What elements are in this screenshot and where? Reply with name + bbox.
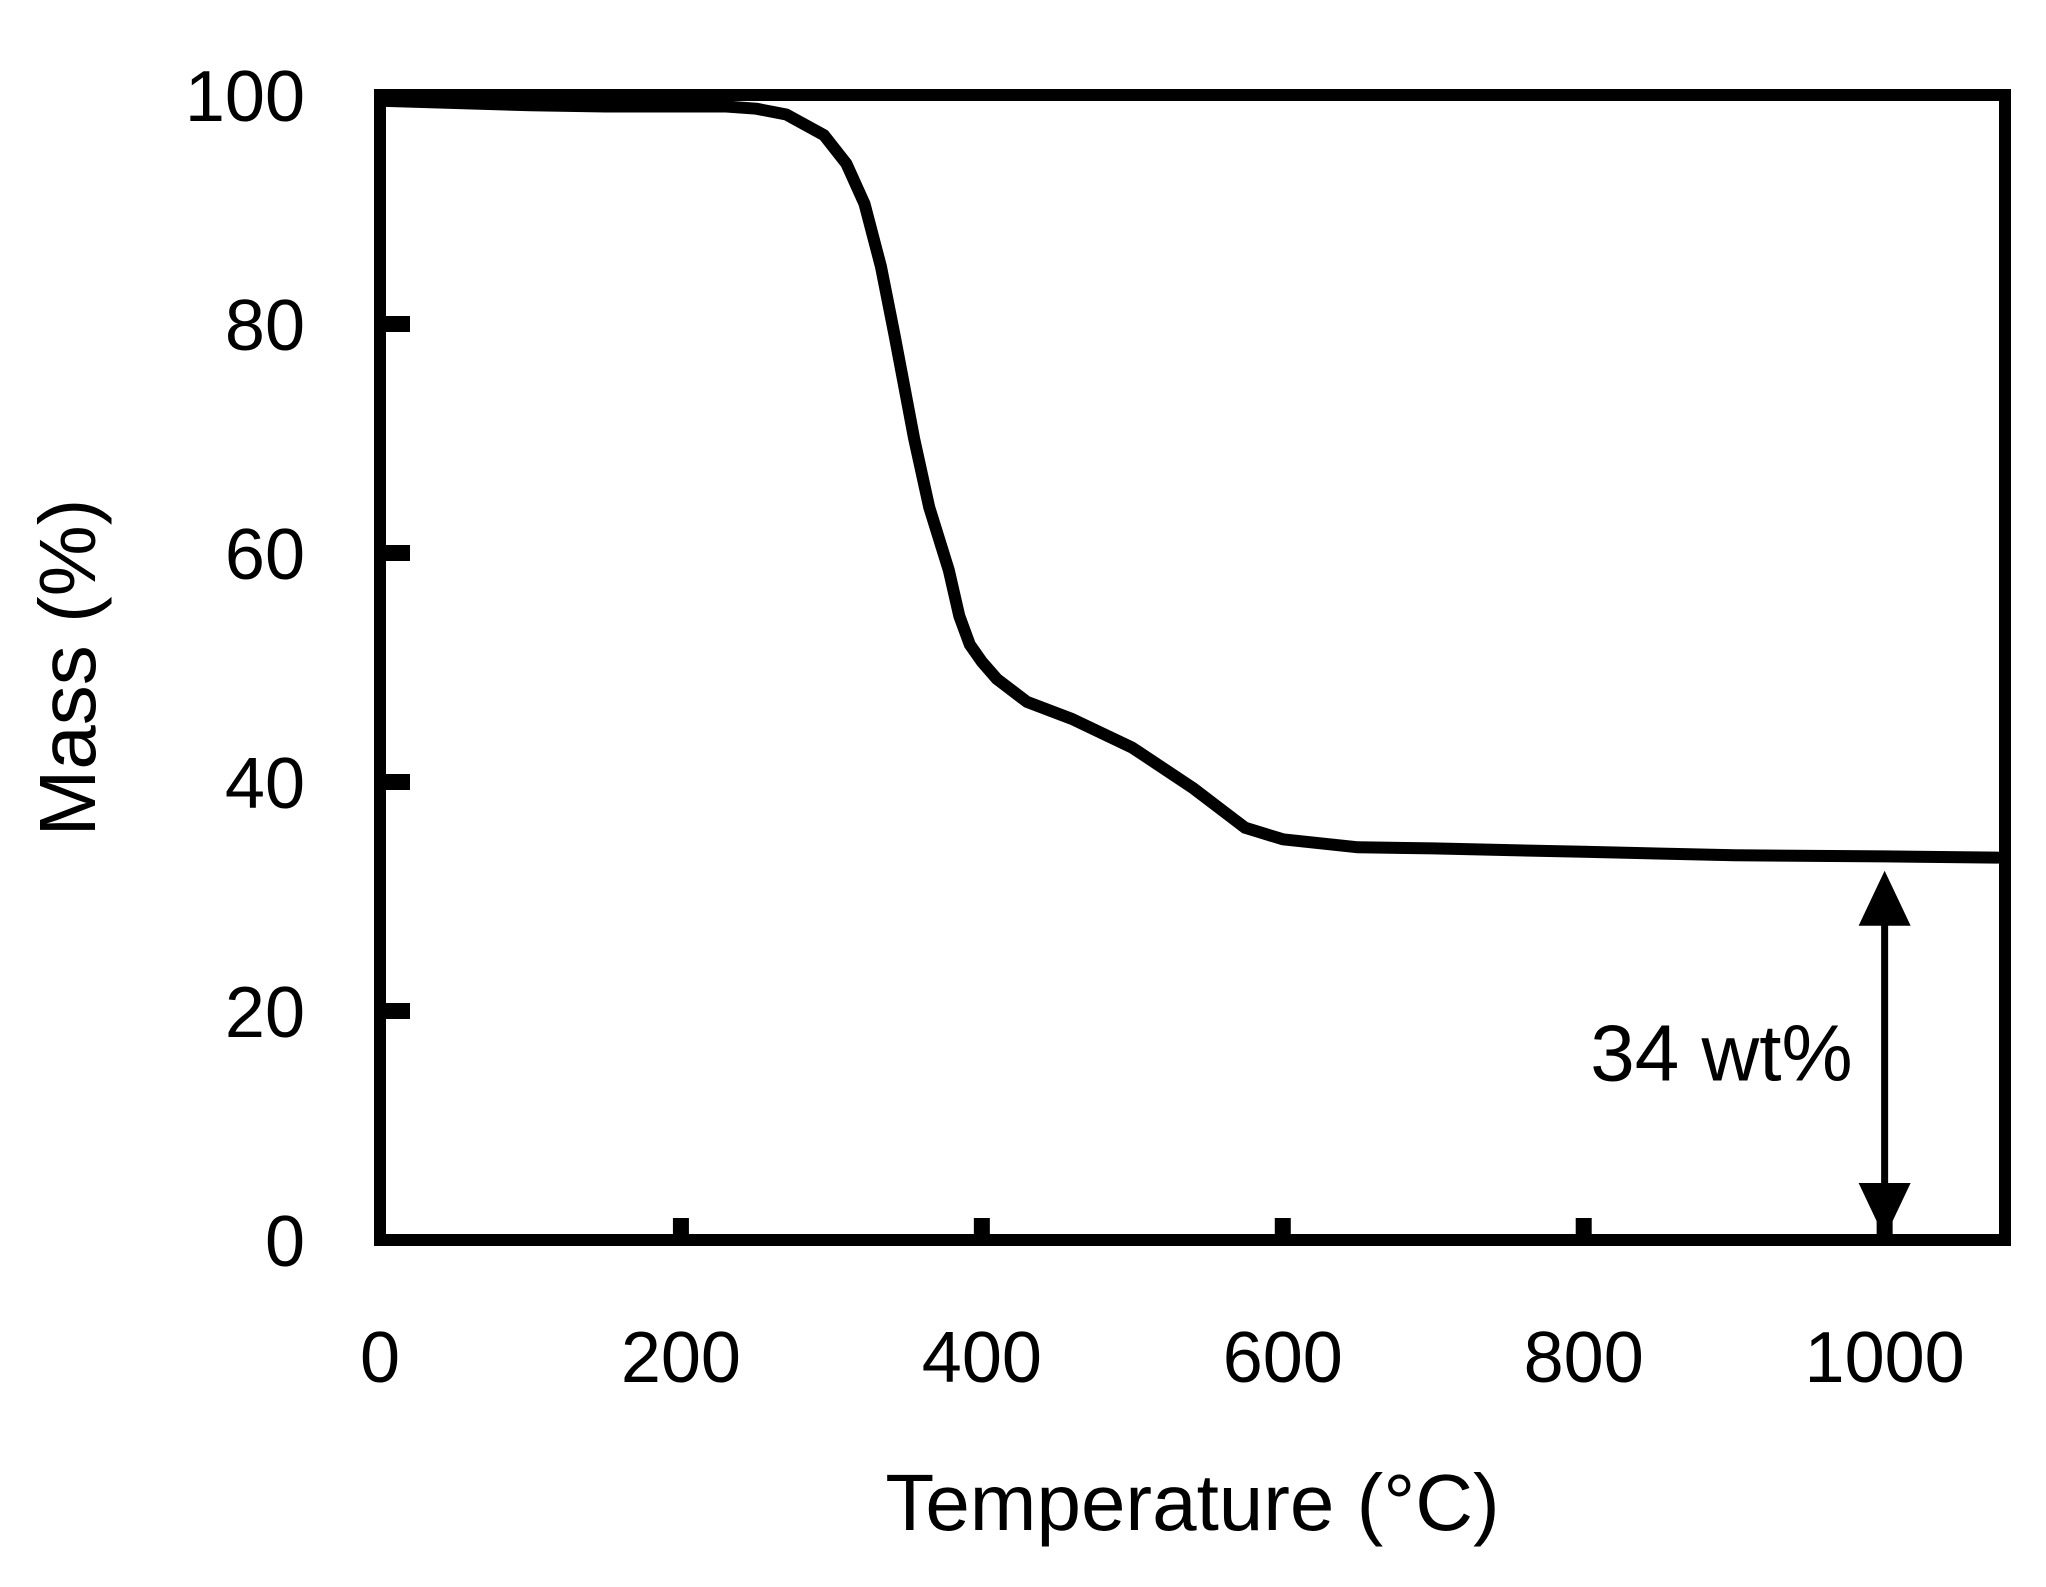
- residue-annotation: 34 wt%: [1590, 870, 1911, 1238]
- y-tick-label: 20: [225, 973, 305, 1053]
- y-tick-label: 100: [185, 57, 305, 137]
- y-tick-label: 40: [225, 744, 305, 824]
- x-tick-labels: 0 200 400 600 800 1000: [360, 1318, 1965, 1398]
- residue-arrow-head-up: [1858, 870, 1911, 926]
- y-tick-label: 60: [225, 515, 305, 595]
- x-tick-label: 0: [360, 1318, 400, 1398]
- residue-label: 34 wt%: [1590, 1008, 1852, 1097]
- mass-curve: [374, 94, 2004, 864]
- plot-frame: [374, 89, 2011, 1246]
- y-tick-label: 0: [265, 1202, 305, 1282]
- x-tick-label: 400: [922, 1318, 1042, 1398]
- x-tick-label: 800: [1524, 1318, 1644, 1398]
- x-tick-label: 1000: [1805, 1318, 1965, 1398]
- y-axis-title: Mass (%): [23, 499, 112, 837]
- residue-arrow-head-down: [1858, 1183, 1911, 1238]
- x-axis-title: Temperature (°C): [885, 1458, 1499, 1547]
- y-tick-label: 80: [225, 286, 305, 366]
- y-tick-labels: 0 20 40 60 80 100: [185, 57, 305, 1282]
- axis-ticks: [380, 316, 1893, 1240]
- x-tick-label: 200: [621, 1318, 741, 1398]
- x-tick-label: 600: [1223, 1318, 1343, 1398]
